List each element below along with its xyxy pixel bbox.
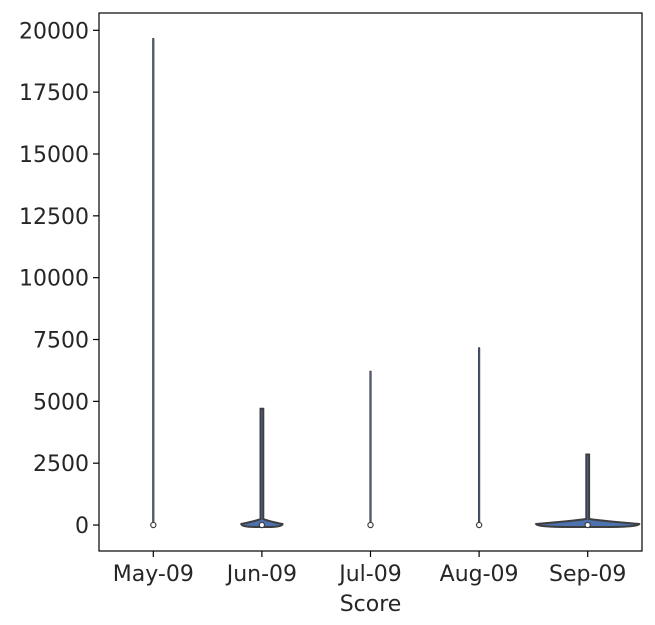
x-axis-label: Score (340, 592, 402, 617)
y-tick-label: 17500 (19, 81, 89, 106)
x-tick-label: Jul-09 (337, 562, 401, 587)
y-tick-label: 10000 (19, 267, 89, 292)
y-tick-label: 20000 (19, 19, 89, 44)
y-tick-label: 7500 (33, 329, 89, 354)
violin-jun-09 (240, 407, 284, 529)
median-marker (367, 521, 374, 529)
median-marker (150, 521, 157, 529)
y-tick-label: 12500 (19, 205, 89, 230)
violin-may-09 (150, 37, 157, 529)
y-axis: 0 2500 5000 7500 10000 12500 15000 17500 20000 (19, 19, 99, 539)
y-tick-label: 0 (75, 514, 89, 539)
x-axis: May-09 Jun-09 Jul-09 Aug-09 Sep-09 (113, 551, 626, 587)
x-tick-label: Sep-09 (549, 562, 626, 587)
x-tick-label: Aug-09 (440, 562, 519, 587)
median-marker (475, 521, 483, 529)
violin-sep-09 (535, 453, 641, 529)
violins (150, 37, 641, 529)
violin-jul-09 (367, 370, 374, 529)
x-tick-label: May-09 (113, 562, 194, 587)
median-marker (584, 521, 591, 529)
violin-body (535, 453, 641, 529)
x-tick-label: Jun-09 (225, 562, 297, 587)
y-tick-label: 5000 (33, 390, 89, 415)
y-tick-label: 2500 (33, 452, 89, 477)
violin-body (240, 407, 284, 529)
violin-aug-09 (475, 347, 483, 529)
y-tick-label: 15000 (19, 143, 89, 168)
median-marker (258, 521, 266, 529)
